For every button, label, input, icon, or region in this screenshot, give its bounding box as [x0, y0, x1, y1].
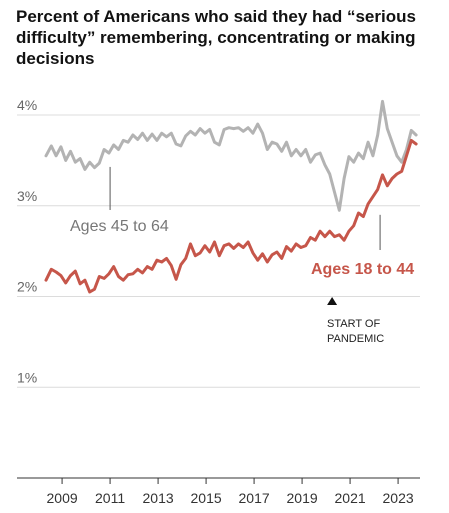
- pandemic-label-line1: START OF: [327, 318, 380, 330]
- series-line-ages-18-44: [44, 138, 418, 294]
- x-tick-label: 2021: [335, 490, 366, 506]
- x-tick-label: 2019: [287, 490, 318, 506]
- y-tick-label: 1%: [17, 369, 37, 385]
- x-tick-label: 2011: [95, 490, 125, 506]
- series-label-ages-45-64: Ages 45 to 64: [70, 218, 169, 235]
- pandemic-label-line2: PANDEMIC: [327, 333, 384, 345]
- x-tick-label: 2009: [47, 490, 78, 506]
- chart-title: Percent of Americans who said they had “…: [16, 7, 416, 68]
- y-tick-label: 3%: [17, 188, 37, 204]
- x-tick-label: 2013: [143, 490, 174, 506]
- series-line-ages-45-64: [44, 99, 418, 212]
- x-tick-label: 2015: [191, 490, 222, 506]
- x-tick-label: 2017: [239, 490, 270, 506]
- y-tick-label: 4%: [17, 97, 37, 113]
- y-tick-label: 2%: [17, 279, 37, 295]
- pandemic-marker-triangle: [327, 297, 338, 305]
- x-tick-label: 2023: [383, 490, 414, 506]
- series-label-ages-18-44: Ages 18 to 44: [311, 261, 414, 278]
